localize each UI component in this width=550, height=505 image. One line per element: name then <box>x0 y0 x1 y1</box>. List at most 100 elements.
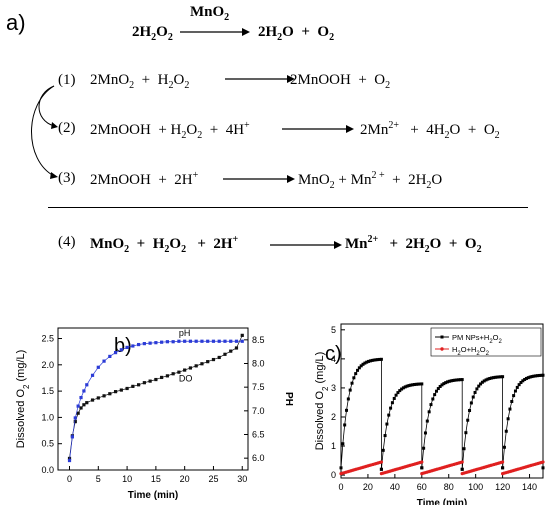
c-point-h2o <box>379 460 383 464</box>
c-point-pm-nps <box>484 378 488 382</box>
c-ytick-label: 3 <box>331 383 336 393</box>
b-xtick-label: 10 <box>122 474 132 484</box>
b-ytick-label: 1.5 <box>41 386 54 396</box>
c-point-pm-nps <box>462 447 466 451</box>
b-y2tick-label: 8.0 <box>252 359 265 369</box>
b-point-ph <box>148 341 152 345</box>
c-point-pm-nps <box>350 381 354 385</box>
b-point-ph <box>79 395 83 400</box>
b-ylabel: Dissolved O2 (mg/L) <box>15 350 31 449</box>
b-point-do <box>177 370 181 374</box>
b-point-ph <box>102 359 106 363</box>
c-point-pm-nps <box>343 423 347 427</box>
c-point-pm-nps <box>429 403 433 407</box>
b-y2tick-label: 7.5 <box>252 382 265 392</box>
c-point-pm-nps <box>501 466 505 470</box>
c-point-pm-nps <box>497 375 501 379</box>
reaction-3-number: (3) <box>58 170 76 186</box>
c-point-pm-nps <box>451 378 455 382</box>
b-point-do <box>183 368 187 372</box>
c-point-pm-nps <box>521 379 525 383</box>
c-point-pm-nps <box>401 386 405 390</box>
c-point-pm-nps <box>473 390 477 394</box>
c-point-pm-nps <box>420 466 424 470</box>
reaction-3-reactants: 2MnOOH + 2H+ <box>90 170 199 188</box>
c-xlabel: Time (min) <box>417 498 467 505</box>
b-xtick-label: 20 <box>180 474 190 484</box>
c-point-pm-nps <box>512 394 516 398</box>
b-point-ph <box>211 339 216 343</box>
c-point-pm-nps <box>504 429 508 433</box>
c-point-pm-nps <box>460 378 464 382</box>
reaction-2-products: 2Mn2+ + 4H2O + O2 <box>360 120 500 141</box>
c-point-pm-nps <box>425 419 429 423</box>
reaction-4-number: (4) <box>58 234 76 250</box>
c-point-pm-nps <box>400 387 404 391</box>
c-point-pm-nps <box>392 396 396 400</box>
c-point-pm-nps <box>442 382 446 386</box>
b-point-do <box>73 420 77 424</box>
reaction-4-products: Mn2+ + 2H2O + O2 <box>345 234 482 255</box>
c-point-pm-nps <box>368 359 372 363</box>
reaction-1-number: (1) <box>58 72 76 88</box>
c-xtick-label: 60 <box>417 482 427 492</box>
b-point-ph <box>177 339 181 343</box>
c-point-pm-nps <box>418 382 422 386</box>
b-xlabel: Time (min) <box>128 490 178 501</box>
b-point-do <box>188 366 193 370</box>
b-point-ph <box>223 339 227 343</box>
c-point-pm-nps <box>352 376 356 380</box>
b-y2label: PH <box>283 392 294 406</box>
c-point-pm-nps <box>367 359 371 363</box>
c-point-pm-nps <box>396 391 400 395</box>
b-series-line-do <box>69 335 243 459</box>
b-point-do <box>119 388 123 392</box>
reaction-3-products: MnO2 + Mn2 + + 2H2O <box>298 170 443 191</box>
b-point-ph <box>73 416 77 420</box>
chart-b: 0 5 10 15 20 25 30 0.0 0.5 1.0 1.5 2.0 2.5 6.0 6.5 7.0 7… <box>15 327 294 501</box>
curved-arrows <box>31 85 58 179</box>
b-annotation-do: DO <box>179 374 193 384</box>
c-point-pm-nps <box>420 382 424 386</box>
reaction-1-arrow <box>225 75 295 83</box>
c-point-pm-nps <box>468 409 472 413</box>
b-point-do <box>240 333 244 337</box>
c-point-pm-nps <box>378 357 382 361</box>
c-point-h2o <box>541 460 545 464</box>
b-point-ph <box>70 435 74 439</box>
c-point-pm-nps <box>471 395 475 399</box>
c-point-pm-nps <box>431 397 435 401</box>
b-point-do <box>165 374 169 378</box>
c-point-pm-nps <box>513 389 517 393</box>
b-point-ph <box>113 351 118 355</box>
c-ytick-label: 2 <box>331 412 336 422</box>
c-point-pm-nps <box>539 373 543 377</box>
b-point-do <box>108 392 112 396</box>
c-point-pm-nps <box>390 401 394 405</box>
b-point-ph <box>160 340 164 344</box>
c-point-pm-nps <box>414 382 418 386</box>
c-point-pm-nps <box>379 467 383 471</box>
b-point-ph <box>85 383 89 387</box>
c-point-pm-nps <box>502 445 506 449</box>
c-point-pm-nps <box>532 374 536 378</box>
b-point-ph <box>229 339 233 343</box>
b-point-ph <box>125 345 129 350</box>
panel-a-label: a) <box>6 10 26 35</box>
c-point-pm-nps <box>528 375 532 379</box>
c-point-pm-nps <box>447 379 451 383</box>
overall-reaction-left: 2H2O2 <box>132 24 173 43</box>
b-point-do <box>229 349 233 353</box>
reaction-4-reactants: MnO2 + H2O2 + 2H+ <box>90 234 239 255</box>
b-point-do <box>85 401 89 405</box>
b-y2tick-label: 8.5 <box>252 335 265 345</box>
c-point-pm-nps <box>480 380 484 384</box>
b-xtick-label: 15 <box>151 474 161 484</box>
c-point-pm-nps <box>374 358 378 362</box>
b-point-ph <box>154 341 158 345</box>
c-point-pm-nps <box>398 389 402 393</box>
b-point-do <box>211 357 216 362</box>
c-point-pm-nps <box>482 379 486 383</box>
c-point-pm-nps <box>464 431 468 435</box>
c-point-pm-nps <box>416 382 420 386</box>
